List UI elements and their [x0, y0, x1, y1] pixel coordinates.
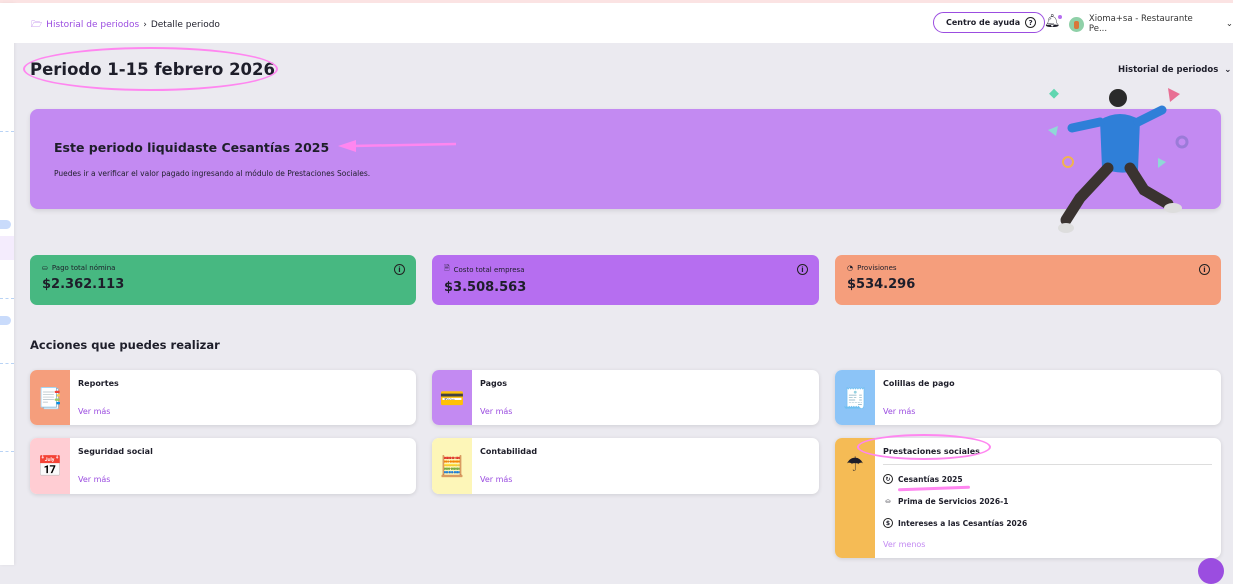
chevron-down-icon: ⌄ — [1224, 65, 1232, 75]
card-title: Pagos — [480, 379, 508, 388]
top-bar: 🗁 Historial de periodos › Detalle period… — [14, 3, 1233, 43]
history-dropdown[interactable]: Historial de periodos ⌄ — [1118, 65, 1231, 75]
bell-icon[interactable]: 🔔︎ — [1044, 14, 1062, 29]
breadcrumb-current: Detalle periodo — [150, 20, 220, 30]
stat-card-pago-total: ⛀ Pago total nómina $2.362.113 i — [30, 255, 416, 305]
document-icon: 🗎 — [444, 264, 450, 272]
stat-card-costo-total: 🗎 Costo total empresa $3.508.563 i — [432, 255, 819, 305]
ver-menos-link[interactable]: Ver menos — [883, 540, 926, 549]
divider — [0, 298, 14, 299]
stat-label: Costo total empresa — [453, 265, 525, 274]
item-label: Intereses a las Cesantías 2026 — [898, 518, 1028, 528]
chat-button[interactable] — [1198, 558, 1224, 584]
prestaciones-item-cesantias[interactable]: ↻ Cesantías 2025 — [883, 474, 963, 484]
card-title: Seguridad social — [78, 447, 153, 456]
item-label: Cesantías 2025 — [898, 474, 963, 484]
actions-title: Acciones que puedes realizar — [30, 338, 220, 352]
help-center-label: Centro de ayuda — [946, 18, 1021, 27]
calendar-icon: 📅 — [30, 438, 70, 494]
breadcrumb-parent-link[interactable]: Historial de periodos — [46, 20, 140, 30]
info-icon[interactable]: i — [797, 264, 808, 275]
receipt-icon: 🧾 — [835, 370, 875, 425]
prestaciones-item-prima[interactable]: ⛀ Prima de Servicios 2026-1 — [883, 496, 1008, 506]
stat-card-provisiones: ◔ Provisiones $534.296 i — [835, 255, 1221, 305]
ver-mas-link[interactable]: Ver más — [883, 407, 916, 416]
breadcrumb: 🗁 Historial de periodos › Detalle period… — [31, 17, 220, 33]
ver-mas-link[interactable]: Ver más — [78, 407, 111, 416]
stat-label: Pago total nómina — [51, 264, 116, 272]
annotation-arrow — [338, 140, 456, 152]
info-icon[interactable]: i — [1199, 264, 1210, 275]
breadcrumb-separator: › — [143, 20, 147, 30]
card-title: Colillas de pago — [883, 379, 955, 388]
item-label: Prima de Servicios 2026-1 — [898, 496, 1009, 506]
card-title: Reportes — [78, 379, 119, 388]
sidebar-badge — [0, 220, 11, 229]
action-card-pagos[interactable]: 💳 Pagos Ver más — [432, 370, 819, 425]
help-center-button[interactable]: Centro de ayuda ? — [933, 12, 1046, 33]
action-card-seguridad-social[interactable]: 📅 Seguridad social Ver más — [30, 438, 416, 494]
ver-mas-link[interactable]: Ver más — [78, 475, 111, 484]
folder-icon: 🗁 — [31, 20, 43, 30]
divider — [883, 464, 1212, 465]
action-card-colillas[interactable]: 🧾 Colillas de pago Ver más — [835, 370, 1221, 425]
dollar-icon: $ — [883, 518, 893, 528]
sidebar-badge — [0, 316, 11, 325]
action-card-reportes[interactable]: 📑 Reportes Ver más — [30, 370, 416, 425]
reports-icon: 📑 — [30, 370, 70, 425]
divider — [0, 451, 14, 452]
sidebar-collapsed[interactable] — [0, 3, 14, 565]
umbrella-icon: ☂ — [835, 438, 875, 558]
avatar — [1069, 16, 1084, 32]
banner-text: Puedes ir a verificar el valor pagado in… — [54, 169, 371, 178]
card-title: Contabilidad — [480, 447, 538, 456]
info-icon[interactable]: i — [394, 264, 405, 275]
hand-money-icon: ⛀ — [42, 264, 48, 272]
refresh-money-icon: ↻ — [883, 474, 893, 484]
annotation-ellipse — [23, 47, 278, 91]
piggy-bank-icon: ◔ — [847, 264, 854, 272]
top-border — [0, 0, 1233, 3]
question-icon: ? — [1025, 17, 1037, 28]
banner-title: Este periodo liquidaste Cesantías 2025 — [54, 140, 330, 155]
ver-mas-link[interactable]: Ver más — [480, 475, 513, 484]
action-card-contabilidad[interactable]: 🧮 Contabilidad Ver más — [432, 438, 819, 494]
stat-value: $3.508.563 — [444, 280, 527, 295]
running-person-illustration — [1048, 88, 1189, 233]
prestaciones-item-intereses[interactable]: $ Intereses a las Cesantías 2026 — [883, 518, 1027, 528]
chevron-down-icon: ⌄ — [1225, 19, 1233, 29]
history-dropdown-label: Historial de periodos — [1118, 65, 1219, 75]
sidebar-active-item[interactable] — [0, 236, 14, 260]
info-banner: Este periodo liquidaste Cesantías 2025 P… — [30, 109, 1221, 209]
stat-label: Provisiones — [857, 264, 897, 272]
hand-money-icon: ⛀ — [885, 497, 891, 505]
divider — [0, 131, 14, 132]
calculator-icon: 🧮 — [432, 438, 472, 494]
stat-value: $2.362.113 — [42, 277, 125, 292]
annotation-ellipse — [857, 434, 991, 460]
user-name: Xioma+sa - Restaurante Pe... — [1088, 14, 1193, 34]
stat-value: $534.296 — [847, 277, 916, 292]
credit-card-icon: 💳 — [432, 370, 472, 425]
ver-mas-link[interactable]: Ver más — [480, 407, 513, 416]
user-menu[interactable]: Xioma+sa - Restaurante Pe... ⌄ — [1069, 14, 1233, 34]
divider — [0, 363, 14, 364]
action-card-prestaciones[interactable]: ☂ Prestaciones sociales ↻ Cesantías 2025 … — [835, 438, 1221, 558]
